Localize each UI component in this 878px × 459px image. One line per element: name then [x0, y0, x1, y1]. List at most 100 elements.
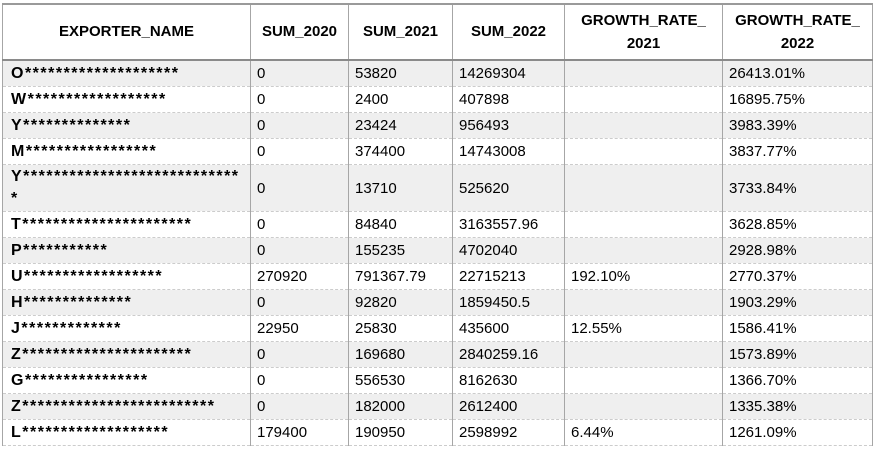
- sum-2020-cell[interactable]: 270920: [250, 263, 349, 290]
- table-row: U****************** 270920 791367.79 227152…: [2, 263, 873, 290]
- sum-2021-cell[interactable]: 23424: [348, 112, 453, 139]
- exporter-name-cell[interactable]: M*****************: [2, 138, 251, 165]
- column-header-exporter-name[interactable]: EXPORTER_NAME: [2, 3, 251, 61]
- sum-2022-cell[interactable]: 3163557.96: [452, 211, 565, 238]
- sum-2021-cell[interactable]: 182000: [348, 393, 453, 420]
- exporter-name-cell[interactable]: G****************: [2, 367, 251, 394]
- sum-2022-cell[interactable]: 8162630: [452, 367, 565, 394]
- exporter-name-cell[interactable]: H**************: [2, 289, 251, 316]
- growth-rate-2021-cell[interactable]: 6.44%: [564, 419, 723, 446]
- exporter-name-cell[interactable]: Y**************: [2, 112, 251, 139]
- table-row: Y************** 0 23424 956493 3983.39%: [2, 112, 873, 139]
- exporter-name-cell[interactable]: O********************: [2, 60, 251, 87]
- growth-rate-2021-cell[interactable]: [564, 289, 723, 316]
- sum-2020-cell[interactable]: 0: [250, 341, 349, 368]
- growth-rate-2021-cell[interactable]: [564, 86, 723, 113]
- sum-2021-cell[interactable]: 791367.79: [348, 263, 453, 290]
- exporter-name-cell[interactable]: J*************: [2, 315, 251, 342]
- sum-2020-cell[interactable]: 0: [250, 60, 349, 87]
- exporter-name-cell[interactable]: L*******************: [2, 419, 251, 446]
- sum-2020-cell[interactable]: 0: [250, 393, 349, 420]
- growth-rate-2021-cell[interactable]: [564, 237, 723, 264]
- growth-rate-2022-cell[interactable]: 1335.38%: [722, 393, 873, 420]
- growth-rate-2022-cell[interactable]: 2928.98%: [722, 237, 873, 264]
- partial-next-row: [2, 446, 872, 448]
- growth-rate-2022-cell[interactable]: 3983.39%: [722, 112, 873, 139]
- sum-2021-cell[interactable]: 84840: [348, 211, 453, 238]
- sum-2021-cell[interactable]: 190950: [348, 419, 453, 446]
- growth-rate-2022-cell[interactable]: 3837.77%: [722, 138, 873, 165]
- sum-2020-cell[interactable]: 0: [250, 367, 349, 394]
- sum-2022-cell[interactable]: 2598992: [452, 419, 565, 446]
- sum-2020-cell[interactable]: 22950: [250, 315, 349, 342]
- sum-2020-cell[interactable]: 0: [250, 138, 349, 165]
- column-header-sum-2022[interactable]: SUM_2022: [452, 3, 565, 61]
- table-row: T********************** 0 84840 3163557.96 3…: [2, 211, 873, 238]
- sum-2020-cell[interactable]: 179400: [250, 419, 349, 446]
- sum-2021-cell[interactable]: 53820: [348, 60, 453, 87]
- exporter-name-cell[interactable]: Y*****************************: [2, 164, 251, 212]
- sum-2022-cell[interactable]: 4702040: [452, 237, 565, 264]
- growth-rate-2021-cell[interactable]: [564, 211, 723, 238]
- growth-rate-2022-cell[interactable]: 3628.85%: [722, 211, 873, 238]
- column-header-sum-2020[interactable]: SUM_2020: [250, 3, 349, 61]
- sum-2020-cell[interactable]: 0: [250, 164, 349, 212]
- growth-rate-2021-cell[interactable]: [564, 112, 723, 139]
- table-row: W****************** 0 2400 407898 16895.75%: [2, 86, 873, 113]
- exporter-name-cell[interactable]: Z*************************: [2, 393, 251, 420]
- column-header-sum-2021[interactable]: SUM_2021: [348, 3, 453, 61]
- growth-rate-2022-cell[interactable]: 1586.41%: [722, 315, 873, 342]
- sum-2022-cell[interactable]: 435600: [452, 315, 565, 342]
- growth-rate-2021-cell[interactable]: [564, 60, 723, 87]
- sum-2021-cell[interactable]: 92820: [348, 289, 453, 316]
- sum-2022-cell[interactable]: 2612400: [452, 393, 565, 420]
- sum-2020-cell[interactable]: 0: [250, 86, 349, 113]
- sum-2021-cell[interactable]: 374400: [348, 138, 453, 165]
- sum-2022-cell[interactable]: 407898: [452, 86, 565, 113]
- sum-2022-cell[interactable]: 525620: [452, 164, 565, 212]
- column-header-growth-rate-2021-line2: 2021: [626, 35, 661, 52]
- sum-2020-cell[interactable]: 0: [250, 211, 349, 238]
- sum-2021-cell[interactable]: 13710: [348, 164, 453, 212]
- growth-rate-2022-cell[interactable]: 1366.70%: [722, 367, 873, 394]
- sum-2022-cell[interactable]: 2840259.16: [452, 341, 565, 368]
- exporter-name-cell[interactable]: U******************: [2, 263, 251, 290]
- column-header-growth-rate-2022[interactable]: GROWTH_RATE_ 2022: [722, 3, 873, 61]
- table-row: O******************** 0 53820 14269304 26413…: [2, 60, 873, 87]
- growth-rate-2022-cell[interactable]: 3733.84%: [722, 164, 873, 212]
- table-row: Z********************** 0 169680 2840259.16…: [2, 341, 873, 368]
- exporter-name-cell[interactable]: Z**********************: [2, 341, 251, 368]
- sum-2021-cell[interactable]: 2400: [348, 86, 453, 113]
- growth-rate-2022-cell[interactable]: 16895.75%: [722, 86, 873, 113]
- sum-2021-cell[interactable]: 25830: [348, 315, 453, 342]
- column-header-growth-rate-2021[interactable]: GROWTH_RATE_ 2021: [564, 3, 723, 61]
- growth-rate-2021-cell[interactable]: 192.10%: [564, 263, 723, 290]
- sum-2021-cell[interactable]: 155235: [348, 237, 453, 264]
- header-row: EXPORTER_NAME SUM_2020 SUM_2021 SUM_2022…: [2, 3, 873, 61]
- growth-rate-2021-cell[interactable]: 12.55%: [564, 315, 723, 342]
- sum-2020-cell[interactable]: 0: [250, 289, 349, 316]
- growth-rate-2022-cell[interactable]: 2770.37%: [722, 263, 873, 290]
- exporter-name-cell[interactable]: P***********: [2, 237, 251, 264]
- sum-2022-cell[interactable]: 22715213: [452, 263, 565, 290]
- growth-rate-2021-cell[interactable]: [564, 341, 723, 368]
- growth-rate-2022-cell[interactable]: 26413.01%: [722, 60, 873, 87]
- sum-2021-cell[interactable]: 556530: [348, 367, 453, 394]
- sum-2020-cell[interactable]: 0: [250, 112, 349, 139]
- sum-2020-cell[interactable]: 0: [250, 237, 349, 264]
- growth-rate-2021-cell[interactable]: [564, 138, 723, 165]
- growth-rate-2022-cell[interactable]: 1903.29%: [722, 289, 873, 316]
- growth-rate-2021-cell[interactable]: [564, 164, 723, 212]
- sum-2022-cell[interactable]: 1859450.5: [452, 289, 565, 316]
- growth-rate-2022-cell[interactable]: 1573.89%: [722, 341, 873, 368]
- exporter-name-cell[interactable]: W******************: [2, 86, 251, 113]
- growth-rate-2022-cell[interactable]: 1261.09%: [722, 419, 873, 446]
- sum-2022-cell[interactable]: 14743008: [452, 138, 565, 165]
- sum-2022-cell[interactable]: 14269304: [452, 60, 565, 87]
- growth-rate-2021-cell[interactable]: [564, 393, 723, 420]
- exporters-growth-table: EXPORTER_NAME SUM_2020 SUM_2021 SUM_2022…: [2, 3, 873, 446]
- sum-2022-cell[interactable]: 956493: [452, 112, 565, 139]
- sum-2021-cell[interactable]: 169680: [348, 341, 453, 368]
- growth-rate-2021-cell[interactable]: [564, 367, 723, 394]
- exporter-name-cell[interactable]: T**********************: [2, 211, 251, 238]
